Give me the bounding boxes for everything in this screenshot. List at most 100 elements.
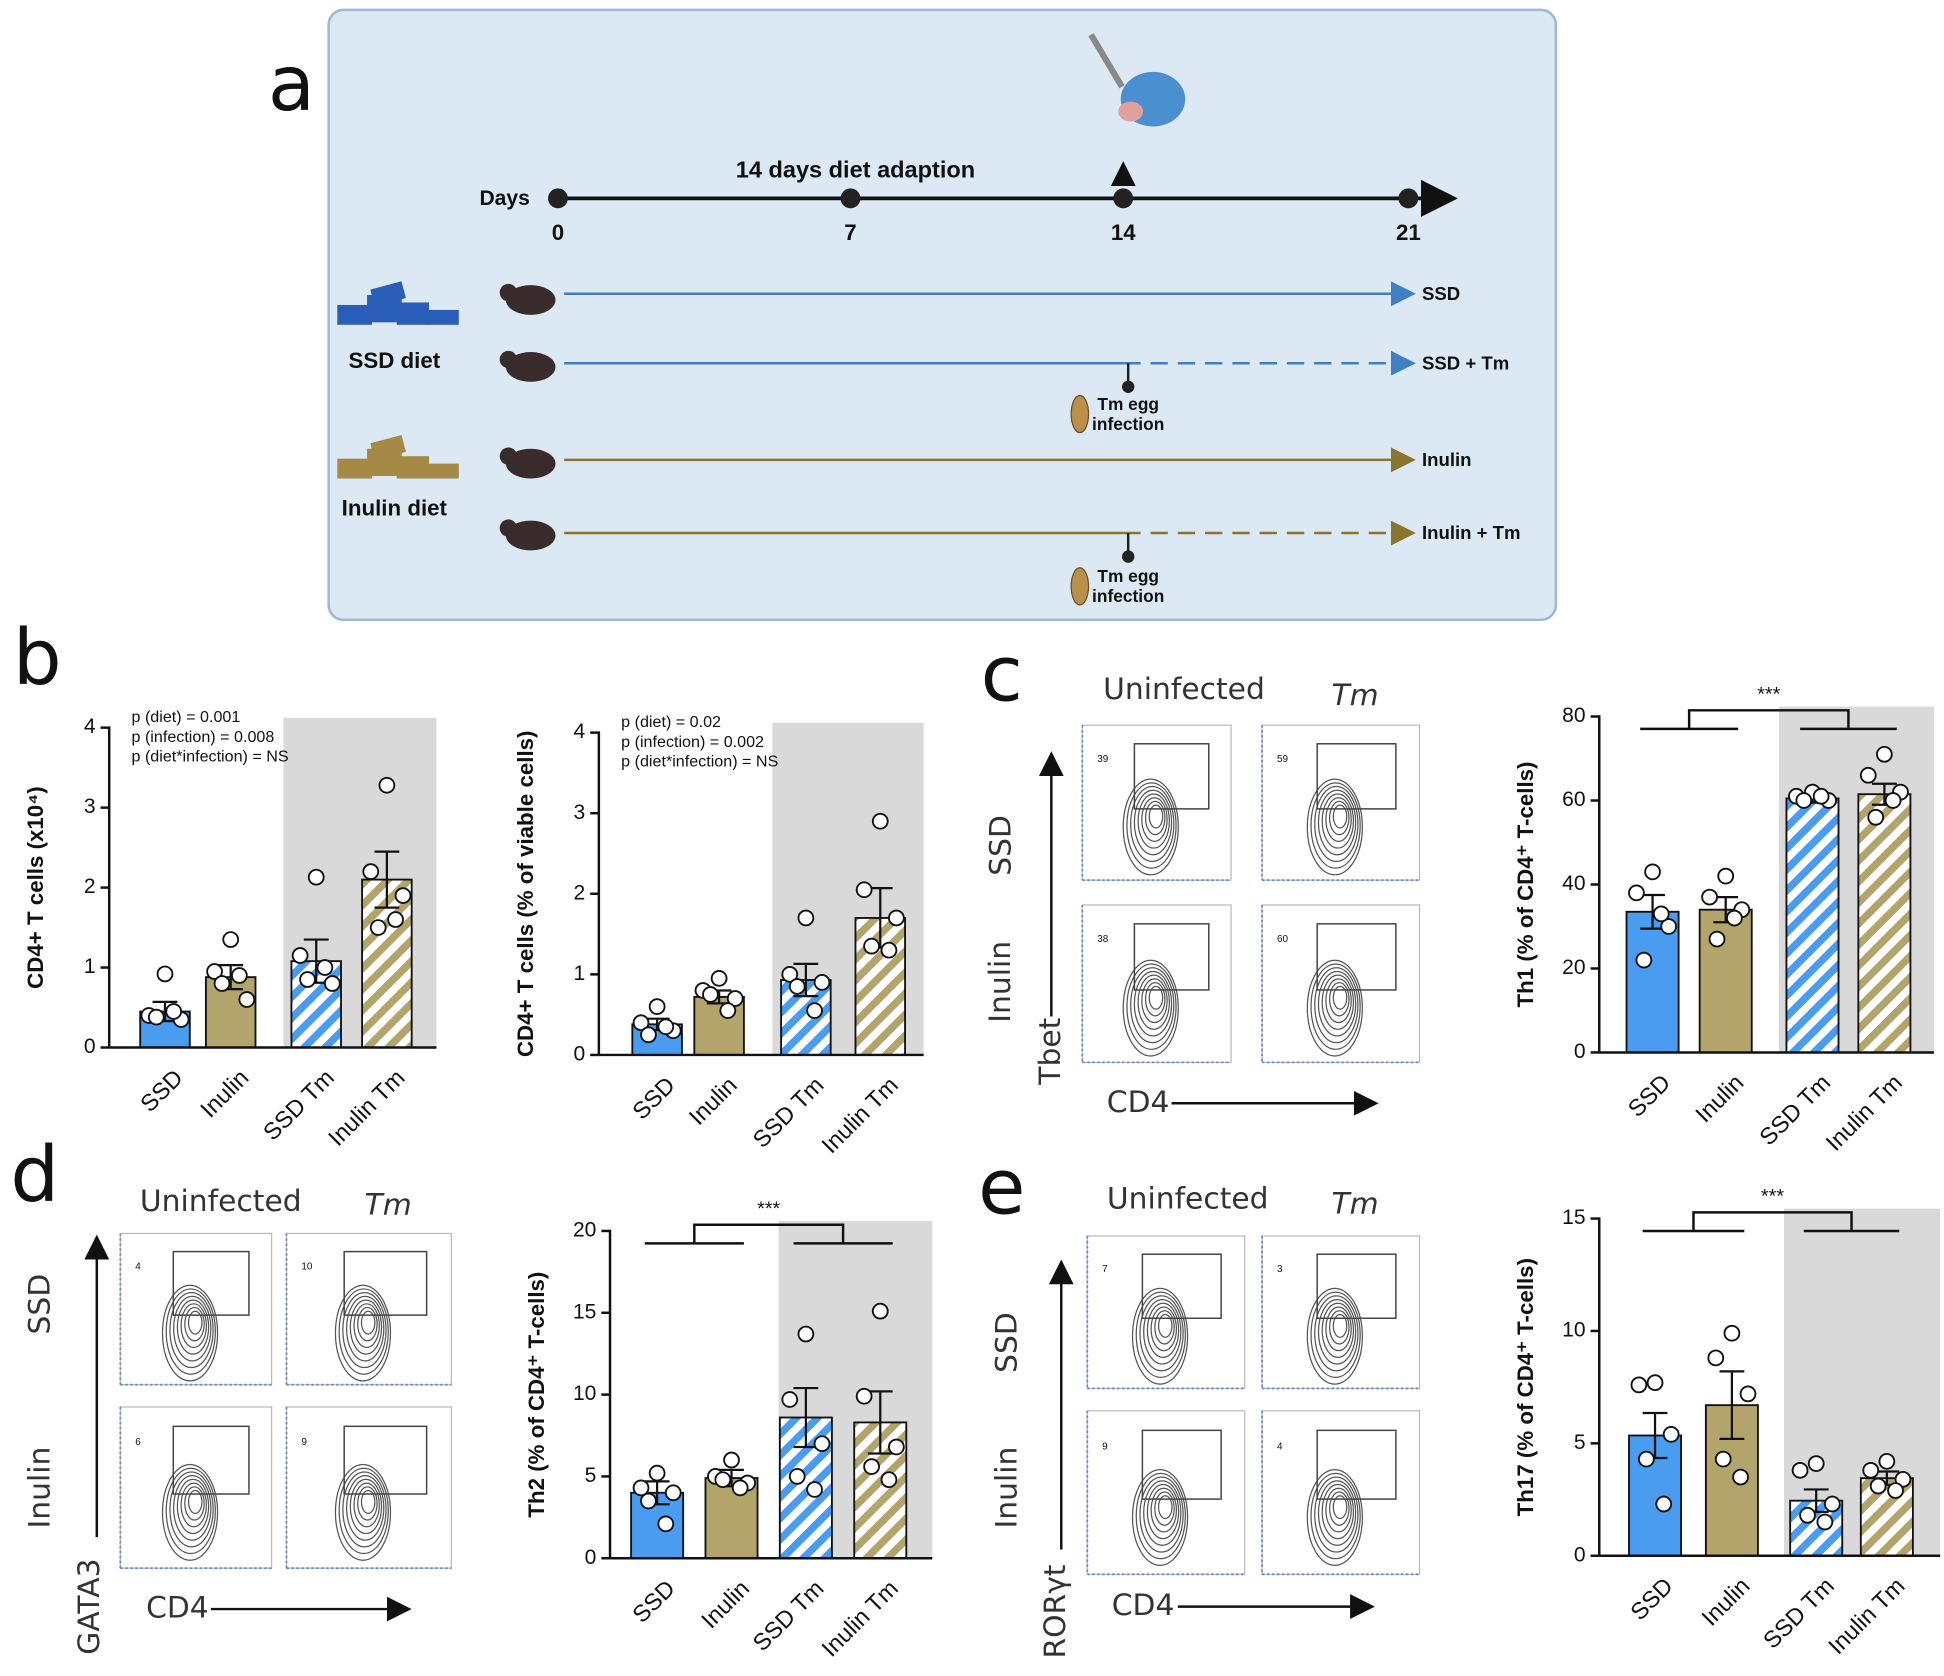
data-point (726, 990, 744, 1007)
contour (1133, 970, 1173, 1037)
plot-frame (119, 1232, 273, 1386)
data-point (362, 863, 380, 880)
contour (180, 1303, 208, 1349)
contour (342, 1471, 387, 1548)
data-point (640, 1026, 657, 1044)
data-point (1662, 1426, 1680, 1443)
arm-label: Inulin + Tm (1422, 522, 1521, 543)
contour (176, 1478, 210, 1535)
y-tick-label: 4 (84, 715, 96, 738)
flow-plot: 4 (1261, 1410, 1421, 1576)
flow-plot: 59 (1261, 724, 1421, 882)
data-point (1867, 808, 1885, 826)
gate (1316, 1253, 1397, 1320)
contour (338, 1467, 389, 1555)
row-header: Inulin (983, 941, 1018, 1023)
y-tick-label: 60 (1562, 788, 1585, 811)
x-tick-label: Inulin (195, 1064, 253, 1122)
contour (1306, 778, 1363, 876)
data-point (213, 975, 231, 992)
gate (172, 1425, 250, 1495)
y-tick-label: 40 (1562, 872, 1585, 895)
contour (165, 1467, 216, 1555)
timeline-label: Days (479, 187, 529, 210)
data-point (394, 887, 412, 904)
data-point (888, 1438, 905, 1456)
contour (1306, 1287, 1363, 1385)
panel-label: b (13, 614, 62, 703)
column-header: Uninfected (140, 1184, 302, 1219)
error-bar (793, 1386, 819, 1449)
data-point (1812, 787, 1830, 805)
y-axis-label: Th17 (% of CD4⁺ T-cells) (1513, 1258, 1538, 1516)
data-point (797, 909, 815, 927)
panel-label: d (10, 1131, 59, 1220)
contour (1325, 978, 1352, 1024)
data-point (781, 965, 799, 983)
data-point (731, 1479, 749, 1497)
contour (1135, 1291, 1186, 1379)
data-point (657, 1018, 675, 1036)
plot-frame (1081, 904, 1232, 1063)
contour (1332, 985, 1348, 1010)
contour (1332, 804, 1348, 829)
stat-annotation: p (infection) = 0.008 (132, 728, 275, 746)
contour (1154, 1491, 1175, 1526)
schema-box (327, 8, 1558, 622)
timeline-dots (548, 188, 1419, 209)
contour (1148, 985, 1164, 1010)
data-point (307, 868, 325, 886)
contour (334, 1284, 392, 1382)
contour (1133, 789, 1173, 856)
x-tick-label: SSD (135, 1064, 188, 1117)
flow-plot: 10 (285, 1232, 452, 1386)
contour (1325, 1306, 1352, 1352)
y-axis-label: CD4+ T cells (x10⁴) (23, 786, 48, 989)
y-marker-label: RORγt (1038, 1565, 1073, 1659)
contour (187, 1489, 203, 1514)
bar (1857, 793, 1912, 1054)
contour (1126, 782, 1177, 869)
bar (1859, 1477, 1914, 1557)
data-point (1732, 1468, 1749, 1486)
data-point (316, 959, 334, 976)
data-point (1887, 1482, 1904, 1499)
contour (1135, 1472, 1186, 1560)
contour (1157, 1495, 1173, 1520)
data-point (871, 1302, 889, 1320)
contour (1317, 1298, 1357, 1365)
y-marker-label: Tbet (1033, 1018, 1068, 1086)
contour (173, 1475, 212, 1541)
contour (1139, 1295, 1184, 1372)
diet-label: SSD diet (348, 348, 440, 373)
significance-label: *** (1761, 1186, 1784, 1208)
gate (343, 1250, 428, 1316)
data-point (871, 812, 889, 830)
column-header: Tm (1331, 1186, 1378, 1221)
data-point (1816, 1513, 1834, 1531)
y-tick-label: 15 (1562, 1206, 1585, 1229)
contour (1139, 1476, 1184, 1553)
contour (1332, 1495, 1348, 1520)
diet-label: Inulin diet (342, 495, 448, 520)
contour (1317, 970, 1357, 1037)
gate (1141, 1253, 1222, 1320)
data-point (855, 1387, 873, 1405)
contour (173, 1295, 212, 1362)
contour (1321, 793, 1355, 849)
data-point (1869, 1477, 1887, 1495)
contour (342, 1292, 387, 1369)
data-point (165, 1003, 183, 1020)
gate (1133, 743, 1210, 810)
data-point (813, 1435, 831, 1453)
x-tick-label: Inulin Tm (817, 1575, 904, 1662)
error-bar (867, 1390, 893, 1455)
data-point (1799, 1506, 1816, 1524)
contour (169, 1471, 214, 1548)
contour (1310, 782, 1361, 869)
x-marker-label: CD4 (1112, 1588, 1175, 1623)
data-point (156, 965, 174, 983)
data-point (664, 1484, 682, 1502)
gate-value: 9 (301, 1437, 307, 1448)
